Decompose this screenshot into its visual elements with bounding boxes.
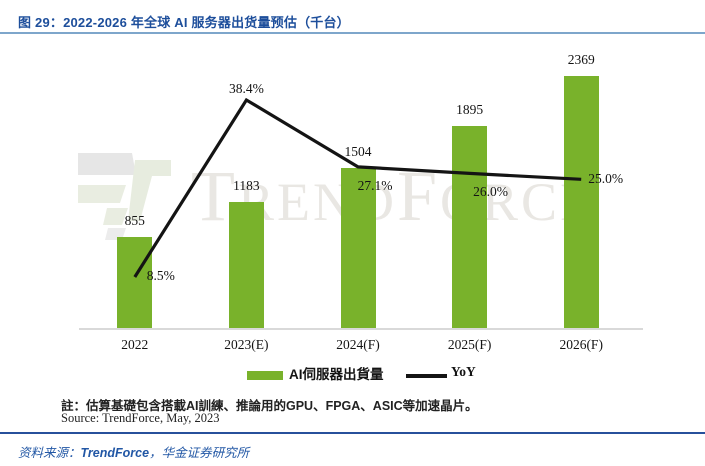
yoy-value-label: 25.0%: [588, 171, 624, 187]
trendforce-logo-watermark-icon: [78, 153, 171, 240]
watermark-letter: F: [396, 156, 441, 236]
bar-2026(F): [563, 75, 599, 328]
yoy-value-label: 38.4%: [228, 80, 264, 96]
legend-line-swatch: [406, 374, 447, 378]
x-axis-label-2024(F): 2024(F): [336, 337, 380, 352]
x-axis-label-2022: 2022: [121, 337, 149, 352]
bar-value-label: 1504: [344, 143, 372, 159]
chart-source: Source: TrendForce, May, 2023: [61, 411, 220, 425]
bar-value-label: 1183: [233, 178, 260, 194]
bar-2025(F): [452, 126, 488, 328]
bar-value-label: 2369: [567, 51, 595, 67]
yoy-value-label: 8.5%: [146, 268, 175, 283]
x-axis-line: [79, 328, 643, 330]
legend-bar-label: AI伺服器出貨量: [289, 367, 384, 382]
x-axis-label-2023(E): 2023(E): [224, 337, 269, 352]
legend-line-label: YoY: [451, 364, 476, 379]
footer-source: 资料来源：TrendForce，华金证券研究所: [18, 442, 249, 461]
x-axis-label-2026(F): 2026(F): [559, 337, 603, 352]
title-rule: [0, 32, 705, 34]
chart-note: 註：估算基礎包含搭載AI訓練、推論用的GPU、FPGA、ASIC等加速晶片。: [61, 399, 478, 413]
footer-rule: [0, 432, 705, 434]
footer-source-suffix: ，华金证券研究所: [149, 446, 250, 460]
yoy-value-label: 26.0%: [473, 184, 509, 200]
bar-value-label: 1895: [456, 102, 484, 118]
legend-bar-swatch: [247, 371, 283, 380]
footer-source-brand: TrendForce: [80, 446, 150, 460]
bar-value-label: 855: [124, 213, 145, 229]
yoy-value-label: 27.1%: [357, 177, 393, 193]
bar-2023(E): [228, 202, 264, 328]
x-axis-label-2025(F): 2025(F): [447, 337, 492, 352]
footer-source-prefix: 资料来源：: [18, 446, 81, 460]
figure-title: 图 29：2022-2026 年全球 AI 服务器出货量预估（千台）: [18, 15, 350, 30]
